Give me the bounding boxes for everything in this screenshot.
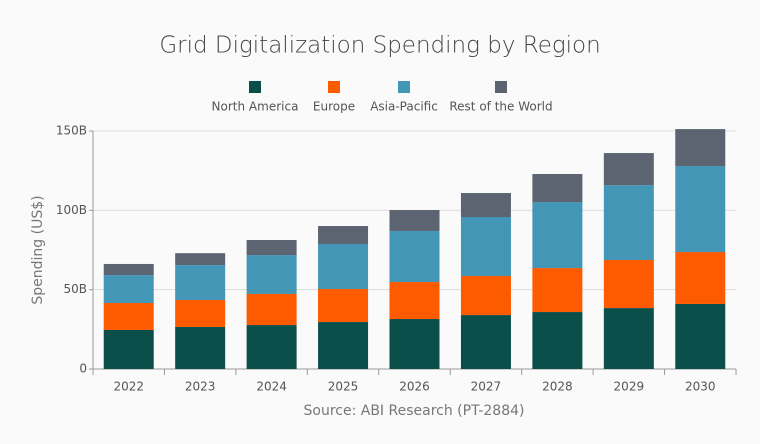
bar-segment [675,252,726,304]
x-tick-label: 2023 [185,380,216,394]
legend-swatch [495,81,507,93]
bar-segment [460,193,511,217]
source-note: Source: ABI Research (PT-2884) [304,403,525,419]
bar-segment [460,276,511,316]
legend-label: Europe [313,100,355,114]
chart-title: Grid Digitalization Spending by Region [159,33,600,59]
bar-segment [103,263,154,276]
legend-label: North America [212,100,299,114]
bar-segment [246,293,297,326]
bar-segment [318,322,369,369]
x-tick-label: 2029 [614,380,645,394]
legend-swatch [249,81,261,93]
bar-segment [318,226,369,244]
bar-segment [675,303,726,369]
y-tick-label: 150B [56,124,87,138]
bar-segment [460,315,511,369]
bar-segment [532,202,583,269]
bar-segment [675,129,726,167]
bar-segment [603,153,654,186]
bar-segment [460,216,511,277]
legend-swatch [398,81,410,93]
bar-segment [175,326,226,369]
bar-segment [389,230,440,283]
bar-segment [318,289,369,323]
bar-segment [175,253,226,266]
x-tick-label: 2030 [685,380,716,394]
bar-segment [175,265,226,300]
bar-segment [103,275,154,303]
bar-segment [389,319,440,369]
legend-label: Rest of the World [449,100,552,114]
bar-segment [603,185,654,260]
bar-segment [389,210,440,231]
bar-segment [675,166,726,253]
x-tick-label: 2027 [471,380,502,394]
bar-segment [603,259,654,309]
bar-segment [318,243,369,290]
x-tick-label: 2026 [399,380,430,394]
bar-segment [603,308,654,369]
bar-segment [246,255,297,294]
y-tick-label: 50B [63,282,87,296]
x-tick-label: 2028 [542,380,573,394]
bar-segment [246,240,297,256]
y-tick-label: 100B [56,203,87,217]
bar-segment [103,302,154,330]
bar-segment [389,282,440,320]
bar-segment [532,173,583,203]
bar-segment [103,329,154,369]
legend-label: Asia-Pacific [370,100,438,114]
bar-segment [532,312,583,369]
y-tick-label: 0 [79,362,87,376]
y-axis-label: Spending (US$) [30,195,46,304]
x-tick-label: 2025 [328,380,359,394]
legend-swatch [328,81,340,93]
bar-segment [246,325,297,369]
x-tick-label: 2024 [256,380,287,394]
x-tick-label: 2022 [113,380,144,394]
bar-segment [175,299,226,327]
bar-segment [532,268,583,313]
